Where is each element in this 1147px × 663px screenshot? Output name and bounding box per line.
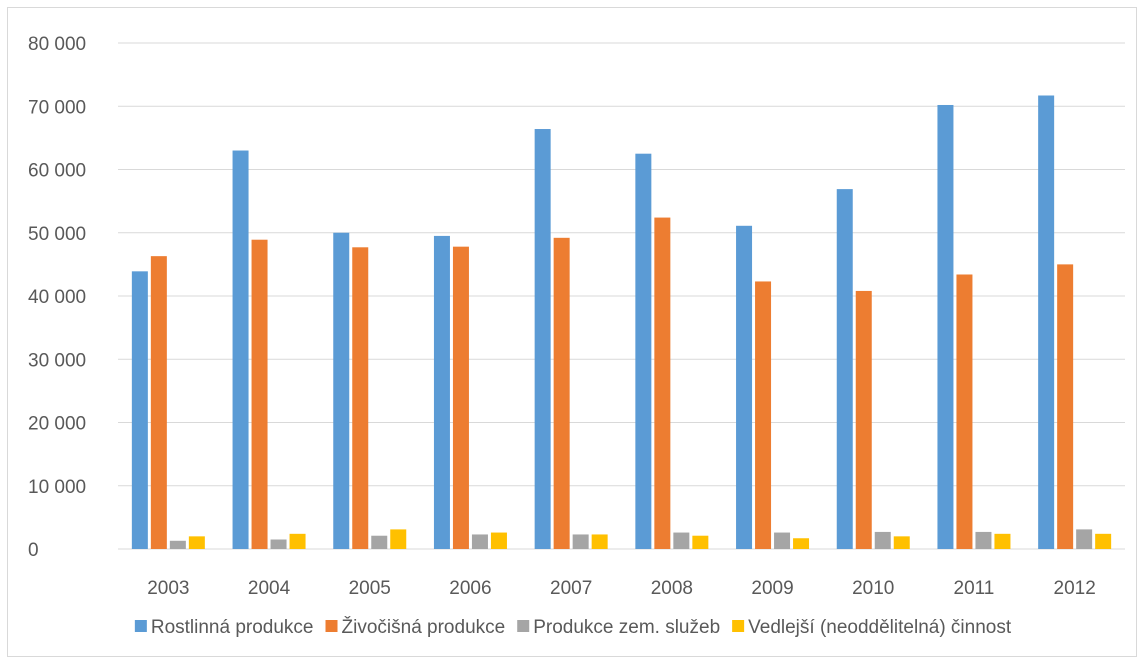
bar [471,534,488,549]
bars [131,95,1112,550]
y-tick-label: 50 000 [28,224,86,245]
legend-swatch [134,620,147,632]
y-tick-label: 20 000 [28,414,86,435]
x-tick-label: 2004 [248,578,291,599]
bar [893,536,910,549]
legend-swatch [732,620,745,632]
legend-item: Produkce zem. služeb [517,617,720,638]
x-tick-label: 2005 [349,578,391,599]
y-tick-label: 30 000 [28,350,86,371]
legend-label: Produkce zem. služeb [533,617,720,638]
y-tick-label: 0 [28,540,39,561]
x-tick-label: 2007 [550,578,592,599]
legend-item: Živočišná produkce [325,616,506,638]
bar [131,271,148,549]
gridlines [118,42,1125,550]
bar [251,239,268,549]
bar [1076,529,1093,549]
bar [692,535,709,549]
x-tick-label: 2011 [954,578,995,599]
bar [836,189,853,550]
bar [1057,264,1074,549]
x-tick-label: 2010 [852,578,894,599]
bar [755,281,772,549]
chart-frame: 0 10 000 20 000 30 000 40 000 50 000 60 000 70 … [7,7,1137,657]
bar [654,217,671,549]
legend-item: Vedlejší (neoddělitelná) činnost [732,617,1012,638]
bar [150,256,167,549]
legend-label: Rostlinná produkce [151,617,314,638]
y-tick-label: 70 000 [28,97,86,118]
y-tick-label: 80 000 [28,34,86,55]
bar [188,536,205,549]
bar [874,531,891,549]
legend-label: Vedlejší (neoddělitelná) činnost [748,617,1012,638]
x-tick-label: 2006 [449,578,491,599]
bar [635,153,652,549]
legend-label: Živočišná produkce [342,616,506,638]
bar [591,534,608,549]
legend-swatch [325,620,338,632]
bar [534,129,551,549]
legend-item: Rostlinná produkce [134,617,314,638]
bar [333,232,350,549]
bar-chart: 0 10 000 20 000 30 000 40 000 50 000 60 000 70 … [28,34,1125,638]
y-tick-label: 40 000 [28,287,86,308]
bar [232,150,249,549]
bar [352,247,369,550]
bar [553,237,570,549]
x-tick-label: 2003 [147,578,189,599]
bar [736,225,753,550]
bar [855,290,872,549]
x-tick-label: 2009 [751,578,793,599]
bar [270,539,287,549]
bar [390,529,407,549]
bar [793,538,810,549]
bar [371,535,388,549]
bar [937,104,954,550]
bar [774,532,791,549]
bar [994,533,1011,549]
bar [572,534,589,549]
bar [169,540,186,549]
y-tick-label: 60 000 [28,161,86,182]
bar [490,532,507,549]
bar [1038,95,1055,549]
x-tick-label: 2008 [651,578,693,599]
bar [956,274,973,549]
y-tick-label: 10 000 [28,477,86,498]
bar [1095,533,1112,549]
bar [433,235,450,549]
legend: Rostlinná produkce Živočišná produkce Prod… [134,616,1012,638]
x-tick-label: 2012 [1054,578,1096,599]
bar [673,532,690,549]
legend-swatch [517,620,530,632]
bar [452,246,469,550]
bar [975,531,992,549]
bar [289,533,306,549]
y-axis-ticks: 0 10 000 20 000 30 000 40 000 50 000 60 000 70 … [28,34,86,561]
x-axis-ticks: 2003 2004 2005 2006 2007 2008 2009 2010 2011 2012 [147,578,1096,599]
